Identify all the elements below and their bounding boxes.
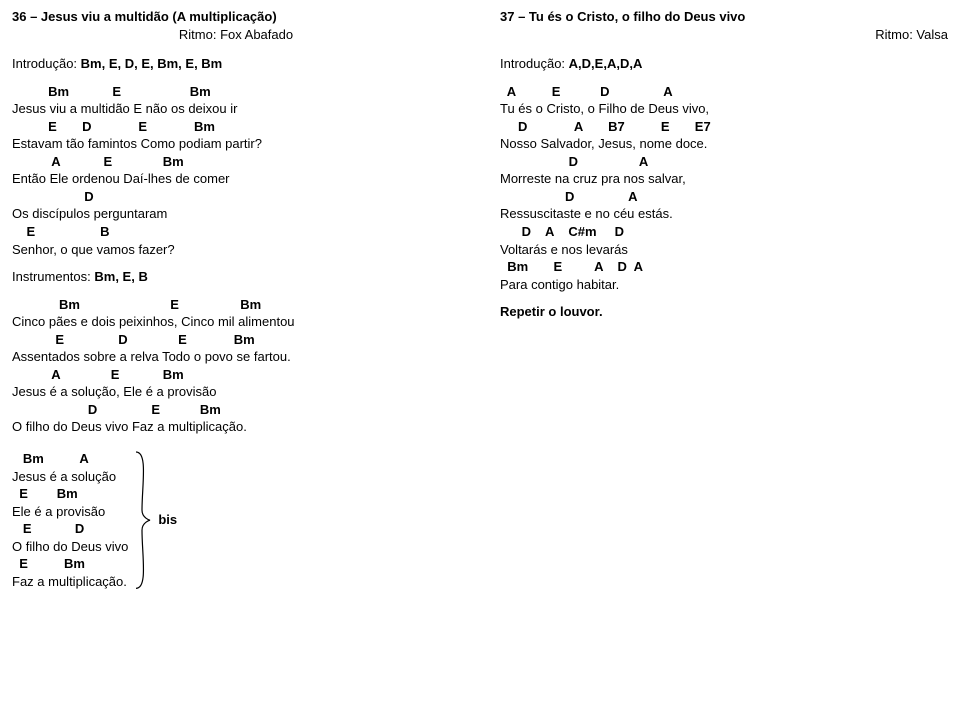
lyric-line: Voltarás e nos levarás xyxy=(500,241,948,259)
lyric-line: Jesus viu a multidão E não os deixou ir xyxy=(12,100,460,118)
lyric-line: Senhor, o que vamos fazer? xyxy=(12,241,460,259)
lyric-line: Morreste na cruz pra nos salvar, xyxy=(500,170,948,188)
song-37-verse-1: A E D A Tu és o Cristo, o Filho de Deus … xyxy=(500,83,948,294)
song-36-rhythm: Ritmo: Fox Abafado xyxy=(12,26,460,44)
chord-line: D E Bm xyxy=(12,401,460,419)
lyric-line: Ele é a provisão xyxy=(12,503,128,521)
intro-chords: A,D,E,A,D,A xyxy=(569,56,643,71)
chord-line: D xyxy=(12,188,460,206)
brace-icon xyxy=(134,450,152,590)
song-37-header: 37 – Tu és o Cristo, o filho do Deus viv… xyxy=(500,8,948,26)
chord-line: D A B7 E E7 xyxy=(500,118,948,136)
song-36-header: 36 – Jesus viu a multidão (A multiplicaç… xyxy=(12,8,460,43)
lyric-line: Os discípulos perguntaram xyxy=(12,205,460,223)
lyric-line: Nosso Salvador, Jesus, nome doce. xyxy=(500,135,948,153)
lyric-line: O filho do Deus vivo xyxy=(12,538,128,556)
instr-chords: Bm, E, B xyxy=(94,269,147,284)
lyric-line: Para contigo habitar. xyxy=(500,276,948,294)
intro-chords: Bm, E, D, E, Bm, E, Bm xyxy=(81,56,223,71)
right-column: 37 – Tu és o Cristo, o filho do Deus viv… xyxy=(500,8,948,590)
lyric-line: Tu és o Cristo, o Filho de Deus vivo, xyxy=(500,100,948,118)
chord-line: E Bm xyxy=(12,555,128,573)
coda-content: Bm A Jesus é a solução E Bm Ele é a prov… xyxy=(12,450,134,590)
chord-line: E D E Bm xyxy=(12,118,460,136)
song-36-instrumental: Instrumentos: Bm, E, B xyxy=(12,268,460,286)
chord-line: Bm E Bm xyxy=(12,296,460,314)
lyric-line: O filho do Deus vivo Faz a multiplicação… xyxy=(12,418,460,436)
chord-line: E B xyxy=(12,223,460,241)
instr-label: Instrumentos: xyxy=(12,269,94,284)
chord-line: E Bm xyxy=(12,485,128,503)
song-36-verse-1: Bm E Bm Jesus viu a multidão E não os de… xyxy=(12,83,460,258)
chord-line: Bm A xyxy=(12,450,128,468)
chord-line: A E D A xyxy=(500,83,948,101)
left-column: 36 – Jesus viu a multidão (A multiplicaç… xyxy=(12,8,460,590)
intro-label: Introdução: xyxy=(12,56,81,71)
intro-label: Introdução: xyxy=(500,56,569,71)
song-36-verse-2: Bm E Bm Cinco pães e dois peixinhos, Cin… xyxy=(12,296,460,436)
lyric-line: Então Ele ordenou Daí-lhes de comer xyxy=(12,170,460,188)
chord-line: A E Bm xyxy=(12,153,460,171)
lyric-line: Assentados sobre a relva Todo o povo se … xyxy=(12,348,460,366)
song-37-title: 37 – Tu és o Cristo, o filho do Deus viv… xyxy=(500,8,745,26)
lyric-line: Estavam tão famintos Como podiam partir? xyxy=(12,135,460,153)
lyric-line: Faz a multiplicação. xyxy=(12,573,128,591)
bis-label: bis xyxy=(152,511,177,529)
song-37-intro: Introdução: A,D,E,A,D,A xyxy=(500,55,948,73)
chord-line: Bm E A D A xyxy=(500,258,948,276)
lyric-line: Cinco pães e dois peixinhos, Cinco mil a… xyxy=(12,313,460,331)
song-37-repeat: Repetir o louvor. xyxy=(500,303,948,321)
chord-line: A E Bm xyxy=(12,366,460,384)
lyric-line: Jesus é a solução xyxy=(12,468,128,486)
chord-line: D A xyxy=(500,153,948,171)
song-36-title: 36 – Jesus viu a multidão (A multiplicaç… xyxy=(12,8,460,26)
chord-line: D A xyxy=(500,188,948,206)
chord-line: D A C#m D xyxy=(500,223,948,241)
chord-line: E D E Bm xyxy=(12,331,460,349)
song-37-rhythm: Ritmo: Valsa xyxy=(500,26,948,44)
lyric-line: Jesus é a solução, Ele é a provisão xyxy=(12,383,460,401)
chord-line: Bm E Bm xyxy=(12,83,460,101)
chord-line: E D xyxy=(12,520,128,538)
song-36-intro: Introdução: Bm, E, D, E, Bm, E, Bm xyxy=(12,55,460,73)
song-36-coda: Bm A Jesus é a solução E Bm Ele é a prov… xyxy=(12,450,460,590)
lyric-line: Ressuscitaste e no céu estás. xyxy=(500,205,948,223)
